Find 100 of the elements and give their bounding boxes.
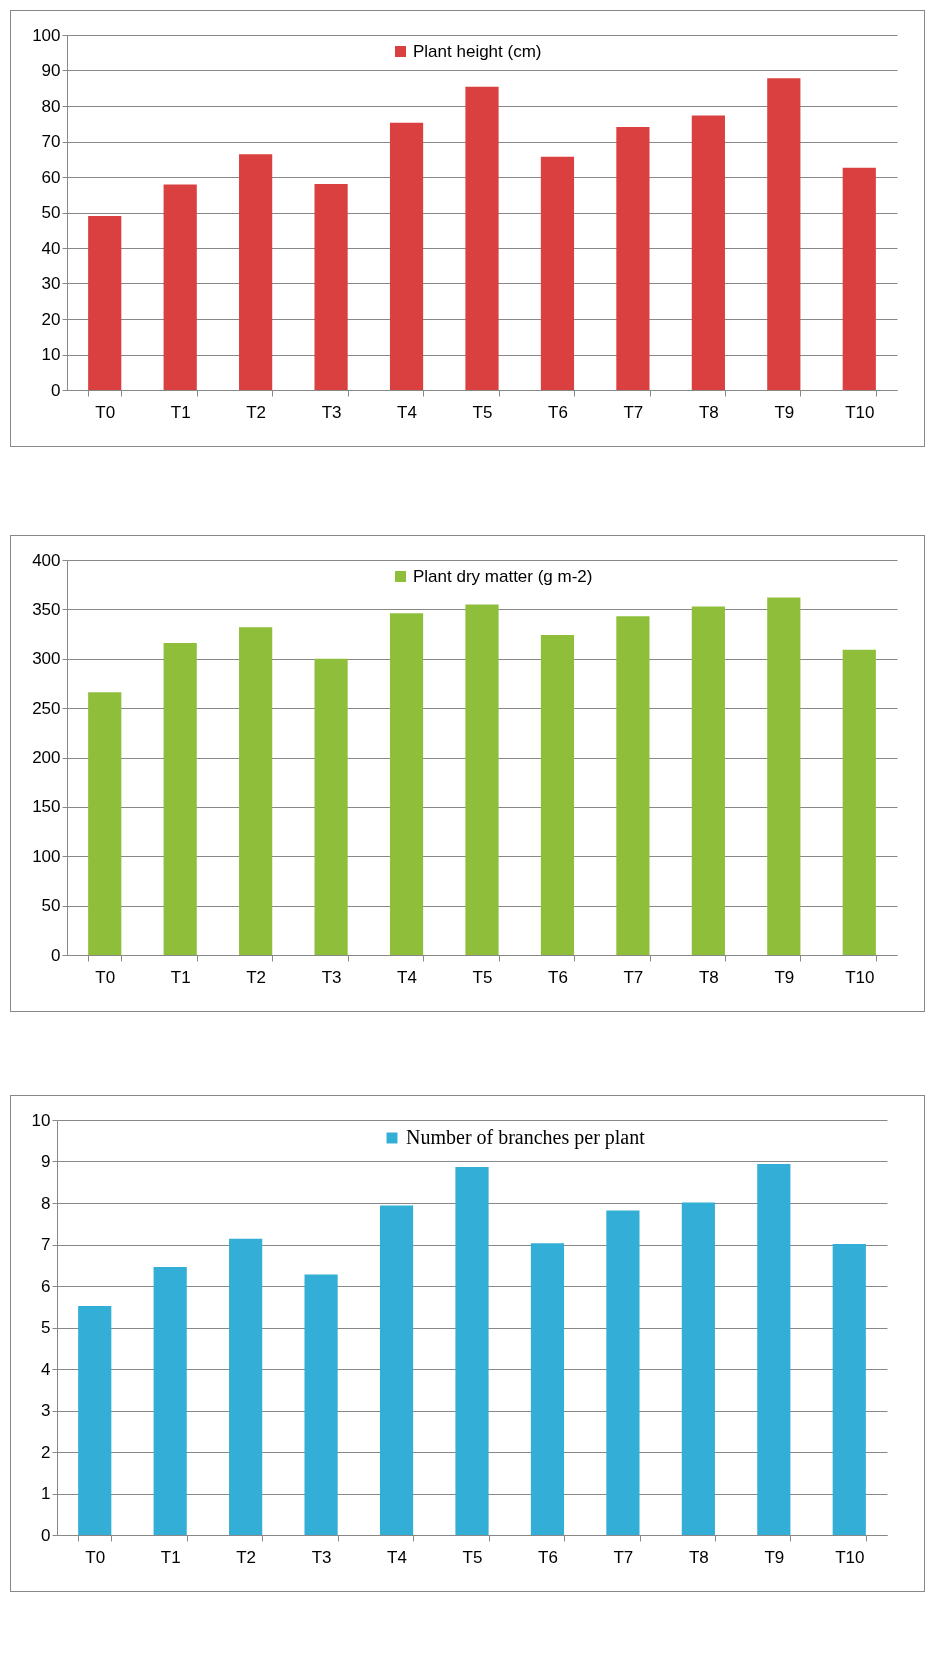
x-tick-label: T0 — [95, 967, 116, 987]
x-tick-label: T1 — [170, 402, 191, 422]
y-tick-label: 300 — [32, 649, 61, 669]
bar — [78, 1305, 112, 1535]
x-tick-label: T7 — [623, 967, 644, 987]
y-tick-label: 10 — [31, 1110, 51, 1130]
x-tick-label: T3 — [321, 967, 342, 987]
x-tick-label: T5 — [472, 402, 493, 422]
bar — [540, 156, 575, 390]
bar — [229, 1238, 263, 1535]
x-tick-label: T10 — [845, 967, 875, 987]
x-tick-label: T7 — [623, 402, 644, 422]
bar — [163, 642, 197, 955]
bar — [389, 613, 424, 955]
y-tick-label: 0 — [51, 945, 61, 965]
y-tick-label: 4 — [41, 1359, 51, 1379]
x-tick-label: T1 — [170, 967, 191, 987]
bar — [153, 1266, 187, 1535]
bar — [88, 692, 122, 955]
bar — [540, 635, 575, 955]
y-tick-label: 100 — [32, 25, 61, 45]
x-tick-label: T6 — [548, 967, 568, 987]
x-tick-label: T4 — [387, 1547, 407, 1567]
x-tick-label: T3 — [311, 1547, 332, 1567]
x-tick-label: T10 — [845, 402, 875, 422]
legend-label: Number of branches per plant — [406, 1126, 646, 1149]
y-tick-label: 20 — [41, 309, 61, 329]
bar — [832, 1244, 866, 1535]
x-tick-label: T5 — [472, 967, 493, 987]
bar — [314, 184, 348, 390]
y-tick-label: 0 — [51, 380, 61, 400]
bar — [465, 86, 499, 390]
bar — [455, 1166, 489, 1535]
y-tick-label: 3 — [41, 1401, 51, 1420]
x-tick-label: T8 — [688, 1547, 709, 1567]
x-tick-label: T0 — [95, 402, 116, 422]
x-tick-label: T0 — [85, 1547, 106, 1567]
x-tick-label: T3 — [321, 402, 342, 422]
bar — [681, 1202, 715, 1535]
y-tick-label: 5 — [41, 1318, 51, 1337]
bar — [691, 115, 725, 390]
y-tick-label: 400 — [32, 550, 61, 570]
y-tick-label: 7 — [41, 1235, 51, 1254]
y-tick-label: 6 — [41, 1276, 51, 1296]
x-tick-label: T7 — [613, 1547, 634, 1567]
y-tick-label: 40 — [41, 238, 61, 258]
x-tick-label: T2 — [246, 967, 267, 987]
bar — [767, 597, 801, 955]
y-tick-label: 100 — [32, 846, 61, 866]
bar — [314, 658, 348, 955]
y-tick-label: 200 — [32, 748, 61, 767]
x-tick-label: T4 — [397, 402, 417, 422]
bar — [389, 122, 424, 390]
x-tick-label: T6 — [548, 402, 568, 422]
bar — [239, 627, 273, 955]
y-tick-label: 2 — [41, 1442, 51, 1462]
x-tick-label: T1 — [160, 1547, 181, 1567]
y-tick-label: 50 — [41, 896, 61, 916]
y-tick-label: 60 — [41, 167, 61, 187]
bar — [88, 216, 122, 390]
bar — [616, 616, 650, 955]
bar — [379, 1205, 414, 1535]
x-tick-label: T10 — [835, 1547, 865, 1567]
bar — [767, 78, 801, 390]
x-tick-label: T2 — [236, 1547, 257, 1567]
x-tick-label: T8 — [698, 967, 719, 987]
y-tick-label: 70 — [41, 132, 61, 151]
y-tick-label: 80 — [41, 96, 61, 116]
bar — [842, 649, 876, 955]
y-tick-label: 350 — [32, 599, 61, 619]
bar — [757, 1163, 791, 1535]
y-tick-label: 1 — [41, 1484, 51, 1503]
x-tick-label: T9 — [774, 402, 795, 422]
y-tick-label: 10 — [41, 345, 61, 364]
bar — [530, 1243, 565, 1535]
y-tick-label: 8 — [41, 1193, 51, 1213]
bar — [691, 606, 725, 955]
x-tick-label: T6 — [538, 1547, 558, 1567]
y-tick-label: 30 — [41, 274, 61, 293]
bar — [304, 1274, 338, 1535]
bar — [239, 154, 273, 390]
y-tick-label: 50 — [41, 203, 61, 222]
bar — [606, 1210, 640, 1535]
y-tick-label: 250 — [32, 698, 61, 718]
x-tick-label: T9 — [764, 1547, 785, 1567]
x-tick-label: T4 — [397, 967, 417, 987]
x-tick-label: T2 — [246, 402, 267, 422]
legend-label: Plant dry matter (g m-2) — [413, 566, 593, 586]
bar — [465, 604, 499, 955]
x-tick-label: T8 — [698, 402, 719, 422]
y-tick-label: 150 — [32, 797, 61, 817]
bar — [842, 167, 876, 390]
y-tick-label: 90 — [41, 61, 61, 80]
x-tick-label: T9 — [774, 967, 795, 987]
y-tick-label: 0 — [41, 1525, 51, 1545]
x-tick-label: T5 — [462, 1547, 483, 1567]
bar — [163, 184, 197, 390]
legend-label: Plant height (cm) — [413, 41, 542, 61]
bar — [616, 126, 650, 390]
y-tick-label: 9 — [41, 1152, 51, 1171]
